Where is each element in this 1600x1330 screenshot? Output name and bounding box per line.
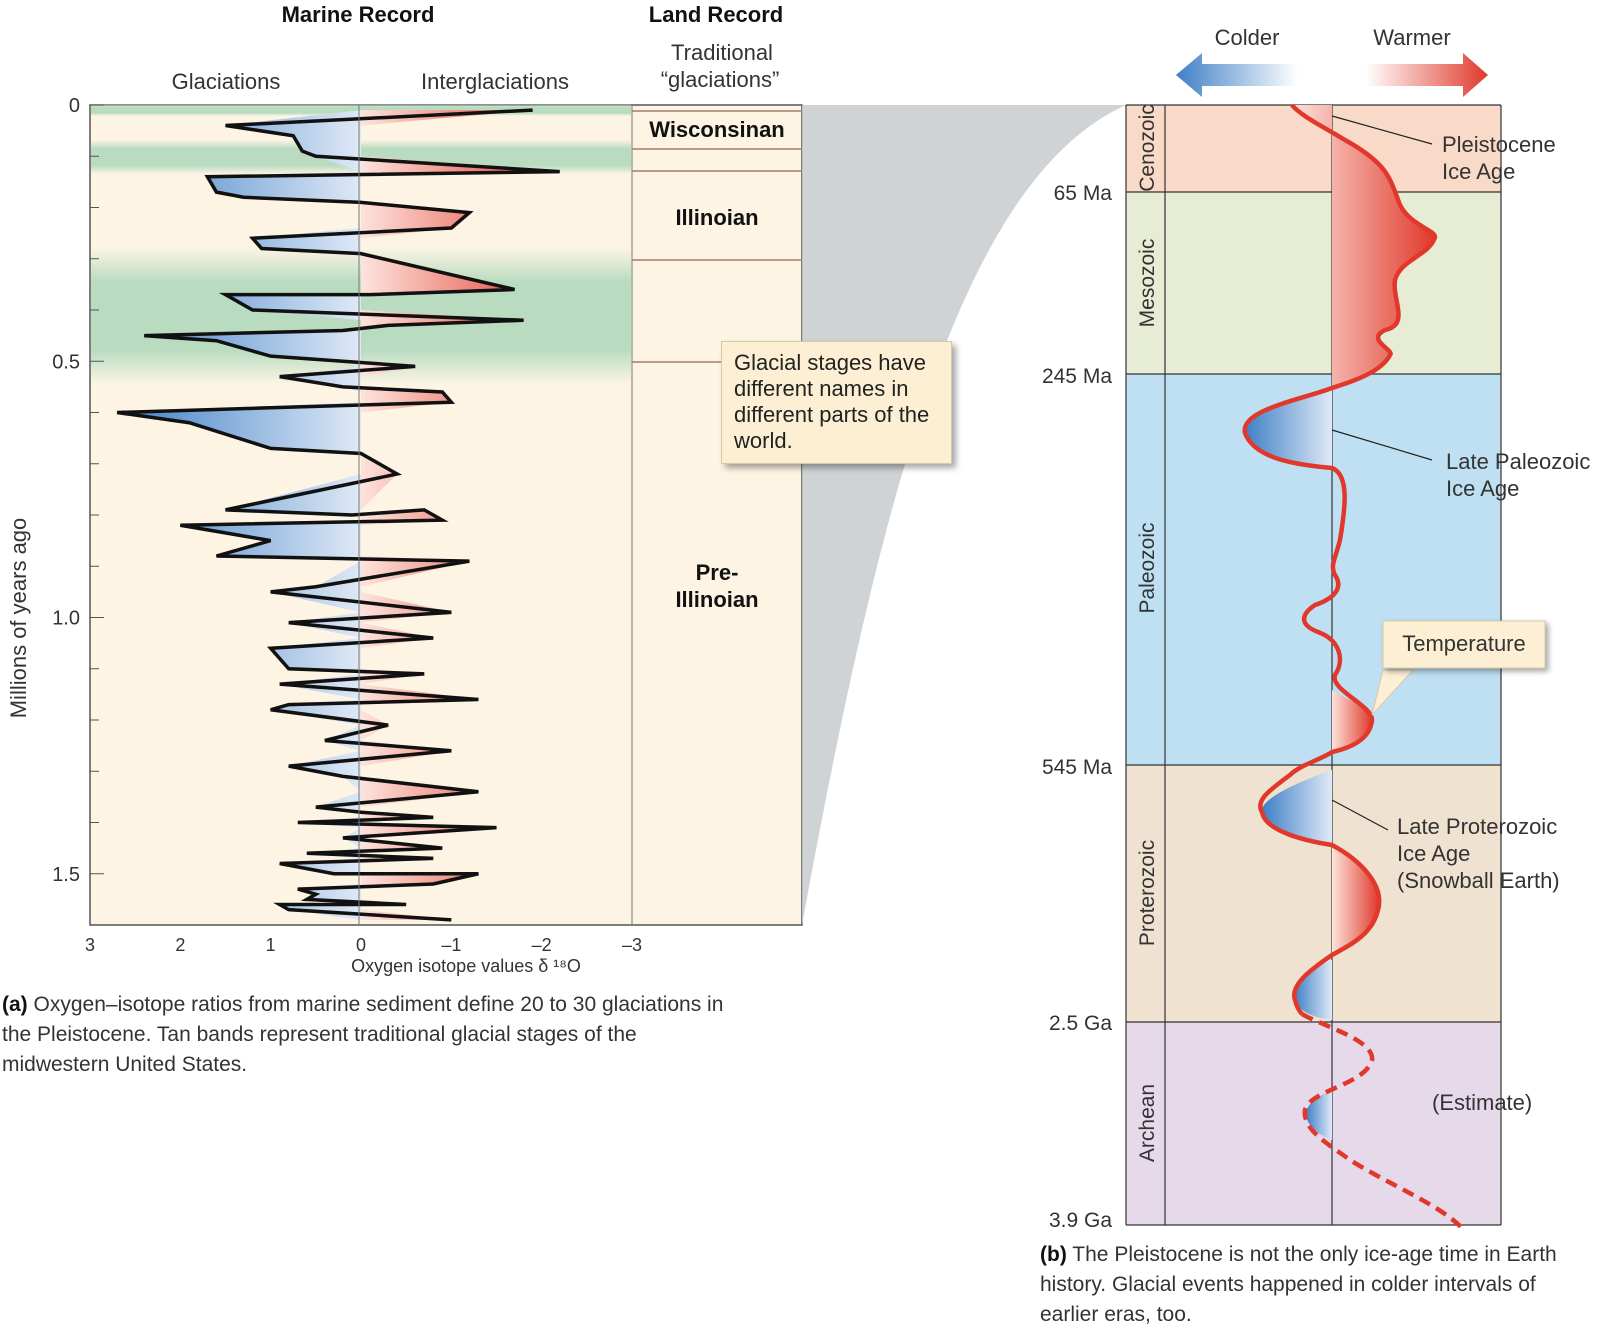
colder-arrow-icon <box>1176 53 1298 97</box>
isotope-interglacial-fill <box>361 110 560 920</box>
boundary-65ma: 65 Ma <box>1054 182 1113 205</box>
isotope-line <box>116 108 560 922</box>
y-tick-label: 0.5 <box>52 351 80 373</box>
x-tick-label: 0 <box>356 935 366 955</box>
temperature-curve-estimate <box>1300 1012 1464 1230</box>
era-label-paleozoic: Paleozoic <box>1136 522 1159 613</box>
era-label-archean: Archean <box>1136 1084 1159 1162</box>
stage-illinoian: Illinoian <box>675 205 758 230</box>
y-tick-label: 1.0 <box>52 608 80 630</box>
glaciations-label: Glaciations <box>172 69 281 94</box>
era-label-proterozoic: Proterozoic <box>1136 840 1159 946</box>
boundary-245ma: 245 Ma <box>1042 365 1112 388</box>
panel-a: Wisconsinan Illinoian Pre- Illinoian Mar… <box>6 2 803 976</box>
era-label-cenozoic: Cenozoic <box>1136 104 1159 192</box>
x-tick-label: –3 <box>622 935 642 955</box>
stage-wisconsinan: Wisconsinan <box>649 117 785 142</box>
stage-pre-illinoian-2: Illinoian <box>675 587 758 612</box>
pleistocene-label-2: Ice Age <box>1442 159 1515 184</box>
warm-fill-mesozoic <box>1292 105 1435 388</box>
traditional-label: Traditional <box>671 40 773 65</box>
late-proterozoic-label-1: Late Proterozoic <box>1397 814 1557 839</box>
caption-b-label: (b) <box>1040 1243 1067 1266</box>
pleistocene-label-1: Pleistocene <box>1442 132 1556 157</box>
cold-fill-late-paleozoic <box>1244 388 1332 468</box>
y-tick-label: 1.5 <box>52 864 80 886</box>
caption-a-text: Oxygen–isotope ratios from marine sedime… <box>2 993 724 1076</box>
panel-b: Cenozoic Mesozoic Paleozoic Proterozoic … <box>1042 25 1590 1232</box>
warmer-label: Warmer <box>1373 25 1450 50</box>
boundary-545ma: 545 Ma <box>1042 756 1112 779</box>
temperature-callout-pointer <box>1371 669 1415 716</box>
marine-record-header: Marine Record <box>282 2 435 27</box>
stage-pre-illinoian-1: Pre- <box>696 560 739 585</box>
temperature-callout-box <box>1382 620 1546 669</box>
land-record-header: Land Record <box>649 2 783 27</box>
x-tick-label: 1 <box>266 935 276 955</box>
late-paleozoic-label-2: Ice Age <box>1446 476 1519 501</box>
x-tick-label: 3 <box>85 935 95 955</box>
late-proterozoic-label-3: (Snowball Earth) <box>1397 868 1560 893</box>
ice-age-leaders <box>1331 115 1433 831</box>
x-axis-ticks: 3 2 1 0 –1 –2 –3 <box>85 935 642 955</box>
x-tick-label: 2 <box>175 935 185 955</box>
colder-label: Colder <box>1215 25 1280 50</box>
era-band-mesozoic <box>1126 192 1501 374</box>
traditional-glaciations-label: “glaciations” <box>661 67 780 92</box>
legend-warmer: Warmer <box>1366 25 1488 97</box>
y-axis-ticks: 0 0.5 1.0 1.5 <box>52 95 104 926</box>
y-axis-label: Millions of years ago <box>6 518 31 719</box>
warmer-arrow-icon <box>1366 53 1488 97</box>
temperature-curve <box>1242 103 1438 1016</box>
era-label-mesozoic: Mesozoic <box>1136 239 1159 328</box>
legend-colder: Colder <box>1176 25 1298 97</box>
temperature-callout-text: Temperature <box>1402 631 1526 656</box>
glacial-stages-callout: Glacial stages have different names in d… <box>721 341 952 464</box>
boundary-2-5ga: 2.5 Ga <box>1049 1012 1112 1035</box>
estimate-label: (Estimate) <box>1432 1090 1532 1115</box>
late-proterozoic-label-2: Ice Age <box>1397 841 1470 866</box>
caption-a: (a) Oxygen–isotope ratios from marine se… <box>2 990 742 1080</box>
caption-b: (b) The Pleistocene is not the only ice-… <box>1040 1240 1595 1330</box>
boundary-3-9ga: 3.9 Ga <box>1049 1209 1112 1232</box>
cold-fill-late-proterozoic <box>1261 770 1332 845</box>
x-axis-label: Oxygen isotope values δ ¹⁸O <box>351 956 581 976</box>
caption-b-text: The Pleistocene is not the only ice-age … <box>1040 1243 1557 1326</box>
cold-fill-archean-1 <box>1294 960 1332 1020</box>
x-tick-label: –1 <box>441 935 461 955</box>
zoom-wedge <box>802 105 1126 925</box>
caption-a-label: (a) <box>2 993 28 1016</box>
y-tick-label: 0 <box>69 95 80 117</box>
x-tick-label: –2 <box>532 935 552 955</box>
late-paleozoic-label-1: Late Paleozoic <box>1446 449 1590 474</box>
interglaciations-label: Interglaciations <box>421 69 569 94</box>
